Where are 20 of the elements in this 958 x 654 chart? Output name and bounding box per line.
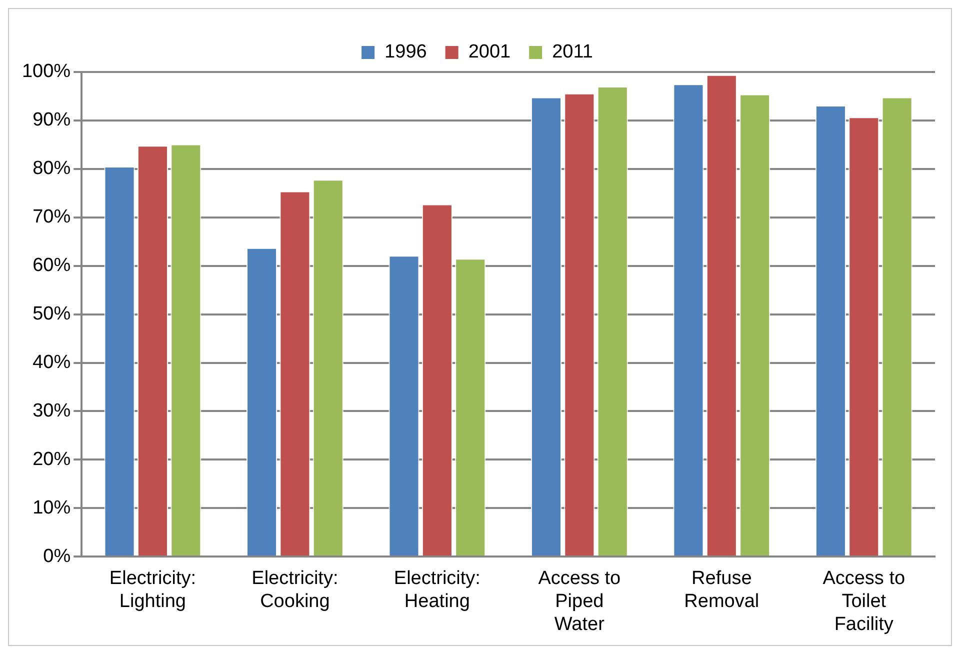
y-tick-label: 20% (32, 448, 71, 470)
x-tick-label: Refuse Removal (684, 568, 760, 612)
y-tick-label: 0% (43, 546, 71, 567)
y-tick-label: 10% (32, 497, 71, 518)
y-tick-label: 50% (32, 304, 71, 325)
x-tick-label: Electricity: Heating (394, 568, 480, 612)
legend-label: 1996 (384, 42, 427, 63)
y-tick-label: 40% (32, 352, 71, 373)
y-tick-label: 90% (32, 110, 71, 131)
y-tick-label: 30% (32, 400, 71, 422)
y-tick-label: 60% (32, 255, 71, 276)
x-tick-label: Electricity: Lighting (109, 568, 196, 612)
legend-label: 2011 (552, 42, 593, 63)
x-tick-label: Electricity: Cooking (252, 568, 338, 612)
x-tick-label: Access to Piped Water (538, 568, 621, 635)
y-tick-label: 80% (32, 158, 71, 180)
x-tick-label: Access to Toilet Facility (822, 568, 906, 635)
y-tick-label: 70% (32, 206, 71, 228)
legend-label: 2001 (468, 42, 511, 63)
y-tick-label: 100% (22, 61, 71, 82)
